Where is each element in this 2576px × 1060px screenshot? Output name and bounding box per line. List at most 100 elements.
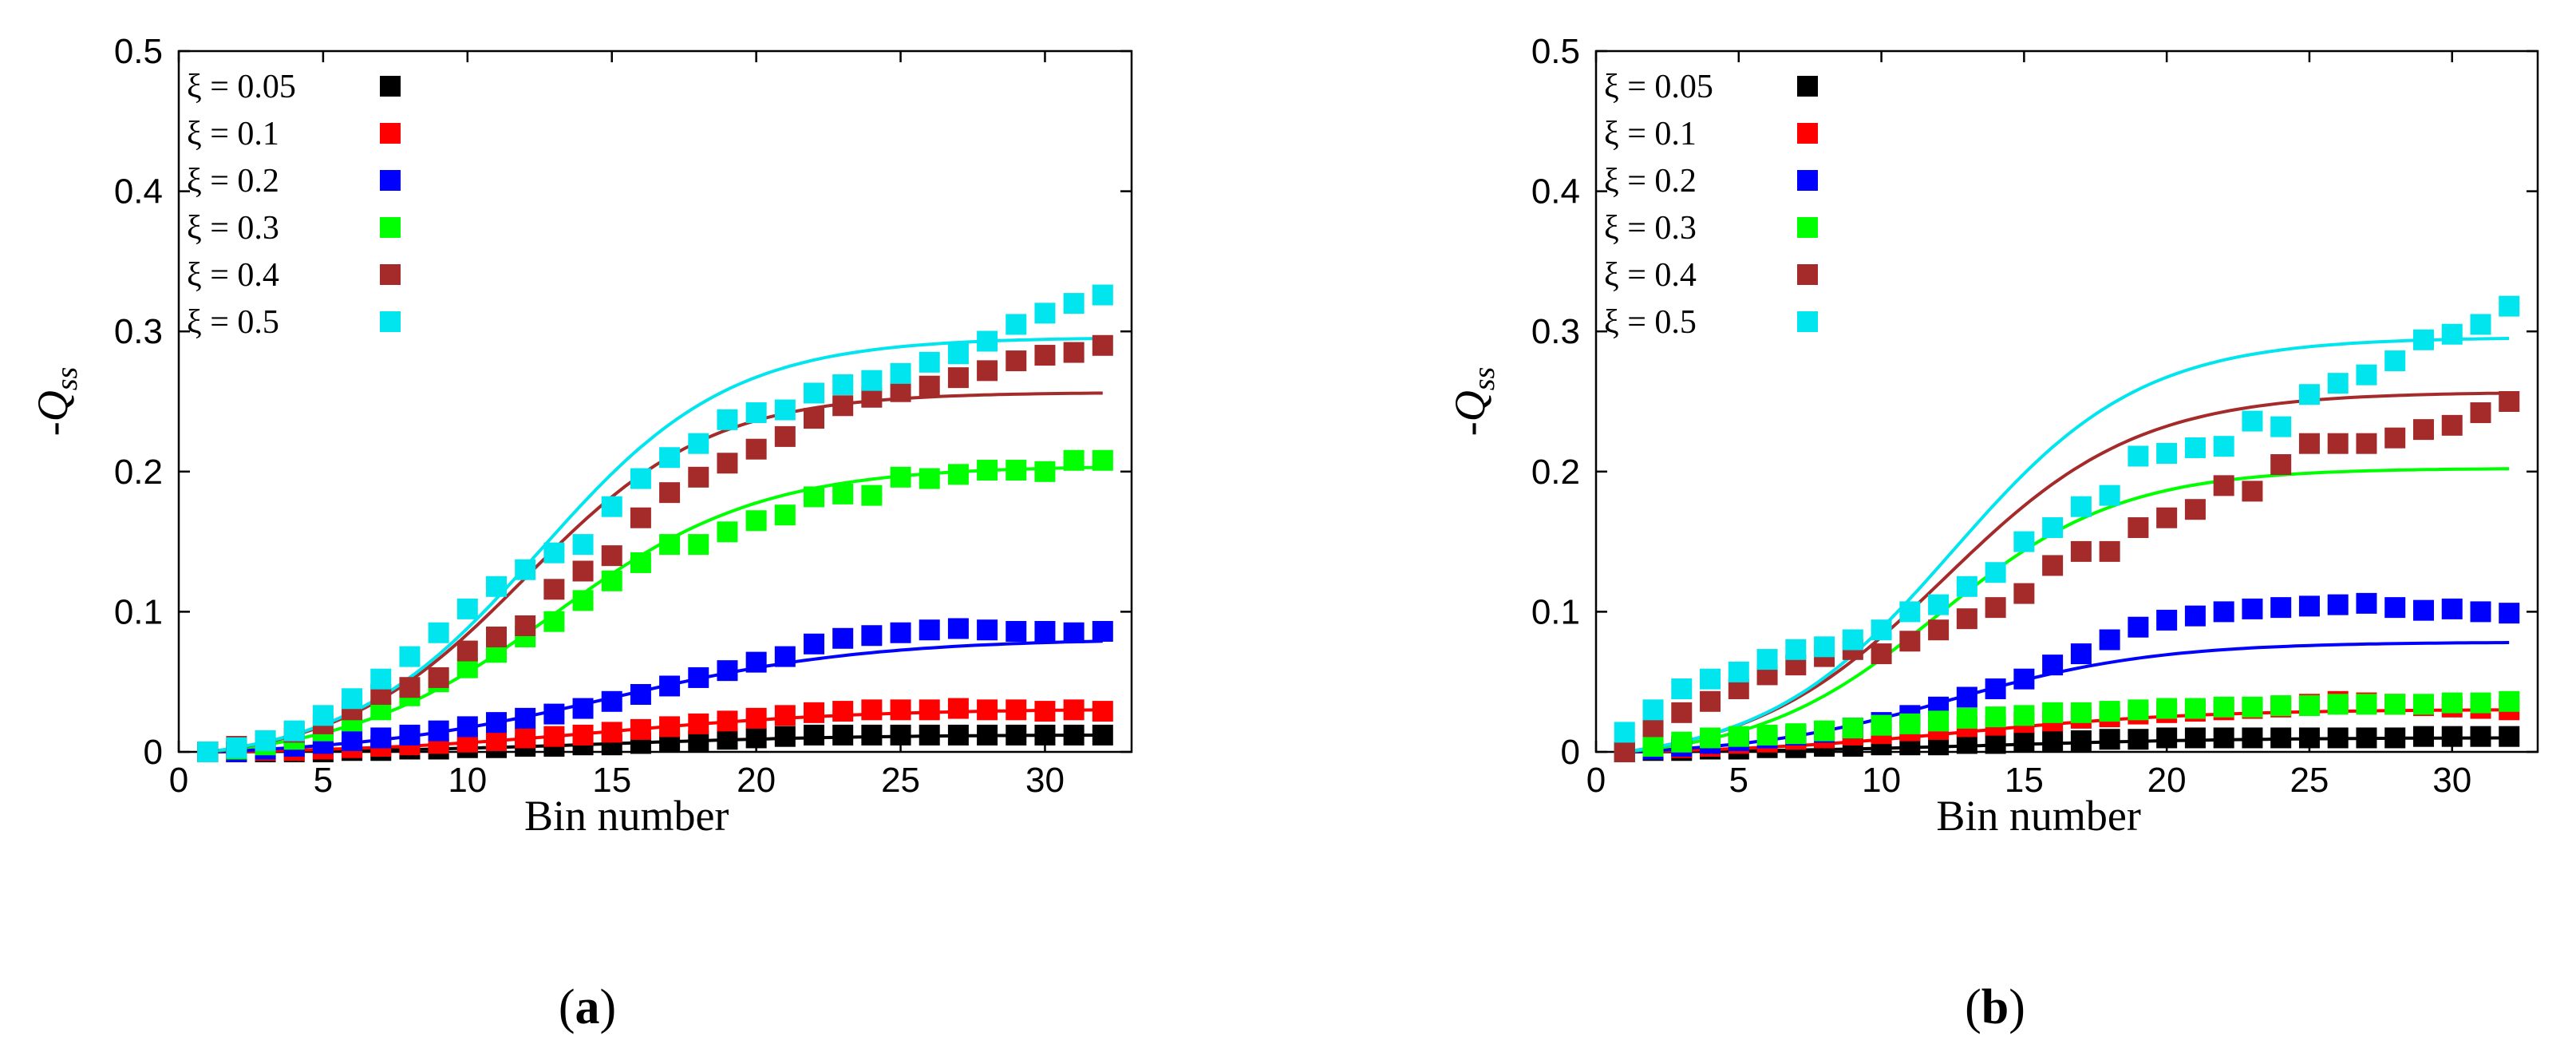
y-tick-label: 0.3 (1531, 312, 1580, 351)
data-point-series-2 (1006, 620, 1027, 642)
data-point-series-5 (1928, 594, 1950, 615)
data-point-series-5 (1842, 629, 1863, 651)
panel-b: 0 5 10 15 20 25 30 0 0.1 0.2 0.3 0.4 0.5 Bin number -Q… (1446, 32, 2539, 1034)
data-point-series-5 (2070, 496, 2092, 517)
data-point-series-4 (1006, 350, 1027, 372)
x-tick-label: 10 (448, 761, 487, 800)
data-point-series-0 (1034, 724, 1056, 746)
data-point-series-1 (515, 727, 536, 749)
data-point-series-4 (659, 482, 681, 504)
legend-swatch (380, 170, 401, 191)
data-point-series-4 (2327, 433, 2349, 454)
data-point-series-1 (717, 710, 738, 732)
data-point-series-4 (2412, 419, 2434, 441)
data-point-series-5 (2499, 295, 2520, 317)
y-axis-title: -Qss (29, 367, 84, 437)
panel-caption: (a) (559, 980, 616, 1034)
y-axis-title: -Qss (1446, 367, 1501, 437)
caption-open-paren: ( (1965, 980, 1981, 1034)
data-point-series-4 (1034, 345, 1056, 366)
data-point-series-1 (543, 726, 565, 747)
data-point-series-4 (486, 627, 507, 648)
data-point-series-4 (2242, 481, 2263, 502)
data-point-series-3 (1785, 723, 1807, 745)
data-point-series-2 (1063, 622, 1085, 643)
legend-swatch (380, 264, 401, 285)
data-point-series-5 (2384, 350, 2406, 372)
data-point-series-5 (1092, 284, 1113, 306)
data-point-series-3 (2042, 702, 2064, 723)
data-point-series-5 (1785, 639, 1807, 660)
data-point-series-2 (601, 690, 622, 712)
caption-letter: b (1981, 980, 2009, 1034)
data-point-series-3 (1985, 706, 2006, 728)
data-point-series-0 (832, 724, 854, 746)
data-point-series-3 (774, 504, 796, 526)
data-point-series-4 (977, 360, 998, 382)
data-point-series-0 (2270, 727, 2292, 749)
data-point-series-1 (659, 716, 681, 738)
data-point-series-2 (1956, 686, 1977, 708)
data-point-series-4 (919, 375, 940, 397)
data-point-series-1 (774, 705, 796, 726)
data-point-series-4 (1063, 342, 1085, 363)
data-point-series-4 (1614, 742, 1635, 762)
data-point-series-4 (2470, 402, 2491, 424)
data-point-series-1 (1063, 699, 1085, 721)
data-point-series-5 (399, 646, 421, 667)
data-point-series-2 (2470, 601, 2491, 623)
legend-label: ξ = 0.2 (187, 163, 279, 200)
plot-frame (177, 49, 1133, 753)
legend-swatch (1797, 76, 1818, 97)
legend-label: ξ = 0.2 (1604, 163, 1697, 200)
data-point-series-5 (197, 742, 219, 762)
legend-label: ξ = 0.3 (187, 210, 279, 247)
data-point-series-3 (1842, 718, 1863, 739)
y-tick-label: 0 (1561, 733, 1580, 772)
data-point-series-1 (832, 701, 854, 722)
data-point-series-2 (2242, 598, 2263, 619)
y-axis-title-subscript: ss (50, 367, 84, 391)
data-point-series-5 (226, 737, 247, 758)
data-point-series-0 (2099, 729, 2120, 750)
data-point-series-0 (2213, 727, 2234, 749)
data-point-series-2 (2327, 594, 2349, 615)
data-point-series-3 (2356, 694, 2377, 715)
legend-label: ξ = 0.5 (1604, 304, 1697, 341)
data-point-series-2 (399, 724, 421, 746)
data-point-series-1 (572, 724, 594, 746)
data-point-series-0 (2499, 726, 2520, 747)
data-point-series-4 (745, 438, 767, 460)
data-point-series-0 (2470, 726, 2491, 747)
data-point-series-5 (1899, 601, 1921, 623)
data-point-series-1 (486, 730, 507, 751)
data-point-series-5 (659, 447, 681, 469)
y-tick-label: 0.3 (114, 312, 163, 351)
data-point-series-2 (342, 730, 363, 751)
x-tick-label: 30 (1025, 761, 1065, 800)
data-point-series-1 (1092, 701, 1113, 722)
data-point-series-2 (659, 675, 681, 697)
data-point-series-5 (370, 668, 392, 690)
data-point-series-4 (1700, 690, 1721, 712)
data-point-series-5 (688, 433, 709, 454)
legend-label: ξ = 0.1 (1604, 116, 1697, 152)
data-point-series-5 (456, 598, 478, 619)
data-point-series-2 (2356, 592, 2377, 614)
data-point-series-0 (2441, 726, 2463, 747)
data-point-series-3 (2412, 694, 2434, 715)
data-point-series-5 (1642, 699, 1664, 721)
data-point-series-2 (832, 627, 854, 649)
data-point-series-4 (543, 579, 565, 600)
x-axis-title: Bin number (524, 792, 729, 840)
data-point-series-3 (919, 468, 940, 489)
data-point-series-3 (2327, 694, 2349, 715)
data-point-series-5 (1614, 722, 1635, 743)
data-point-series-5 (2013, 531, 2035, 552)
data-point-series-3 (2441, 692, 2463, 714)
x-tick-label: 10 (1862, 761, 1901, 800)
data-point-series-2 (1034, 620, 1056, 642)
data-point-series-4 (2128, 517, 2149, 539)
data-point-series-3 (2384, 694, 2406, 715)
data-point-series-3 (804, 486, 824, 508)
